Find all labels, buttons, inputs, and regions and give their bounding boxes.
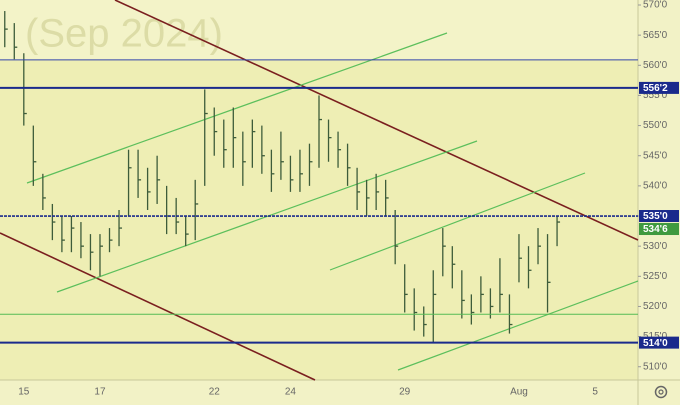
y-tick-label: 520'0 bbox=[643, 301, 668, 312]
y-tick-label: 545'0 bbox=[643, 150, 668, 161]
y-tick-label: 560'0 bbox=[643, 60, 668, 71]
x-tick-label: 24 bbox=[285, 387, 297, 398]
price-level-label: 534'6 bbox=[643, 224, 668, 235]
y-tick-label: 540'0 bbox=[643, 181, 668, 192]
watermark: (Sep 2024) bbox=[25, 12, 223, 56]
y-tick-label: 570'0 bbox=[643, 0, 668, 11]
time-axis-panel bbox=[0, 380, 638, 405]
price-level-label: 514'0 bbox=[643, 338, 668, 349]
y-tick-label: 565'0 bbox=[643, 30, 668, 41]
trend-line bbox=[114, 0, 639, 241]
channel-line bbox=[397, 280, 639, 371]
price-level-box bbox=[639, 210, 679, 223]
x-tick-label: 17 bbox=[94, 387, 106, 398]
x-tick-label: 15 bbox=[18, 387, 30, 398]
bars bbox=[4, 11, 561, 343]
price-level-box bbox=[639, 223, 679, 236]
gear-hub[interactable] bbox=[658, 389, 664, 395]
y-tick-label: 550'0 bbox=[643, 120, 668, 131]
x-tick-label: 5 bbox=[592, 387, 598, 398]
plot-area bbox=[0, 0, 638, 380]
y-tick-label: 555'0 bbox=[643, 90, 668, 101]
channel-line bbox=[329, 172, 586, 271]
price-level-box bbox=[639, 336, 679, 349]
y-tick-label: 525'0 bbox=[643, 271, 668, 282]
gear[interactable] bbox=[654, 385, 668, 399]
trend-line bbox=[0, 232, 316, 381]
price-level-label: 535'0 bbox=[643, 211, 668, 222]
y-tick-label: 510'0 bbox=[643, 361, 668, 372]
y-tick-label: 530'0 bbox=[643, 241, 668, 252]
price-level-label: 556'2 bbox=[643, 83, 668, 94]
x-tick-label: 29 bbox=[399, 387, 411, 398]
x-tick-label: Aug bbox=[510, 387, 528, 398]
upper-zone bbox=[0, 0, 638, 60]
x-tick-label: 22 bbox=[209, 387, 221, 398]
price-level-box bbox=[639, 81, 679, 94]
settings-icon[interactable] bbox=[654, 385, 668, 399]
channel-line bbox=[26, 32, 448, 184]
